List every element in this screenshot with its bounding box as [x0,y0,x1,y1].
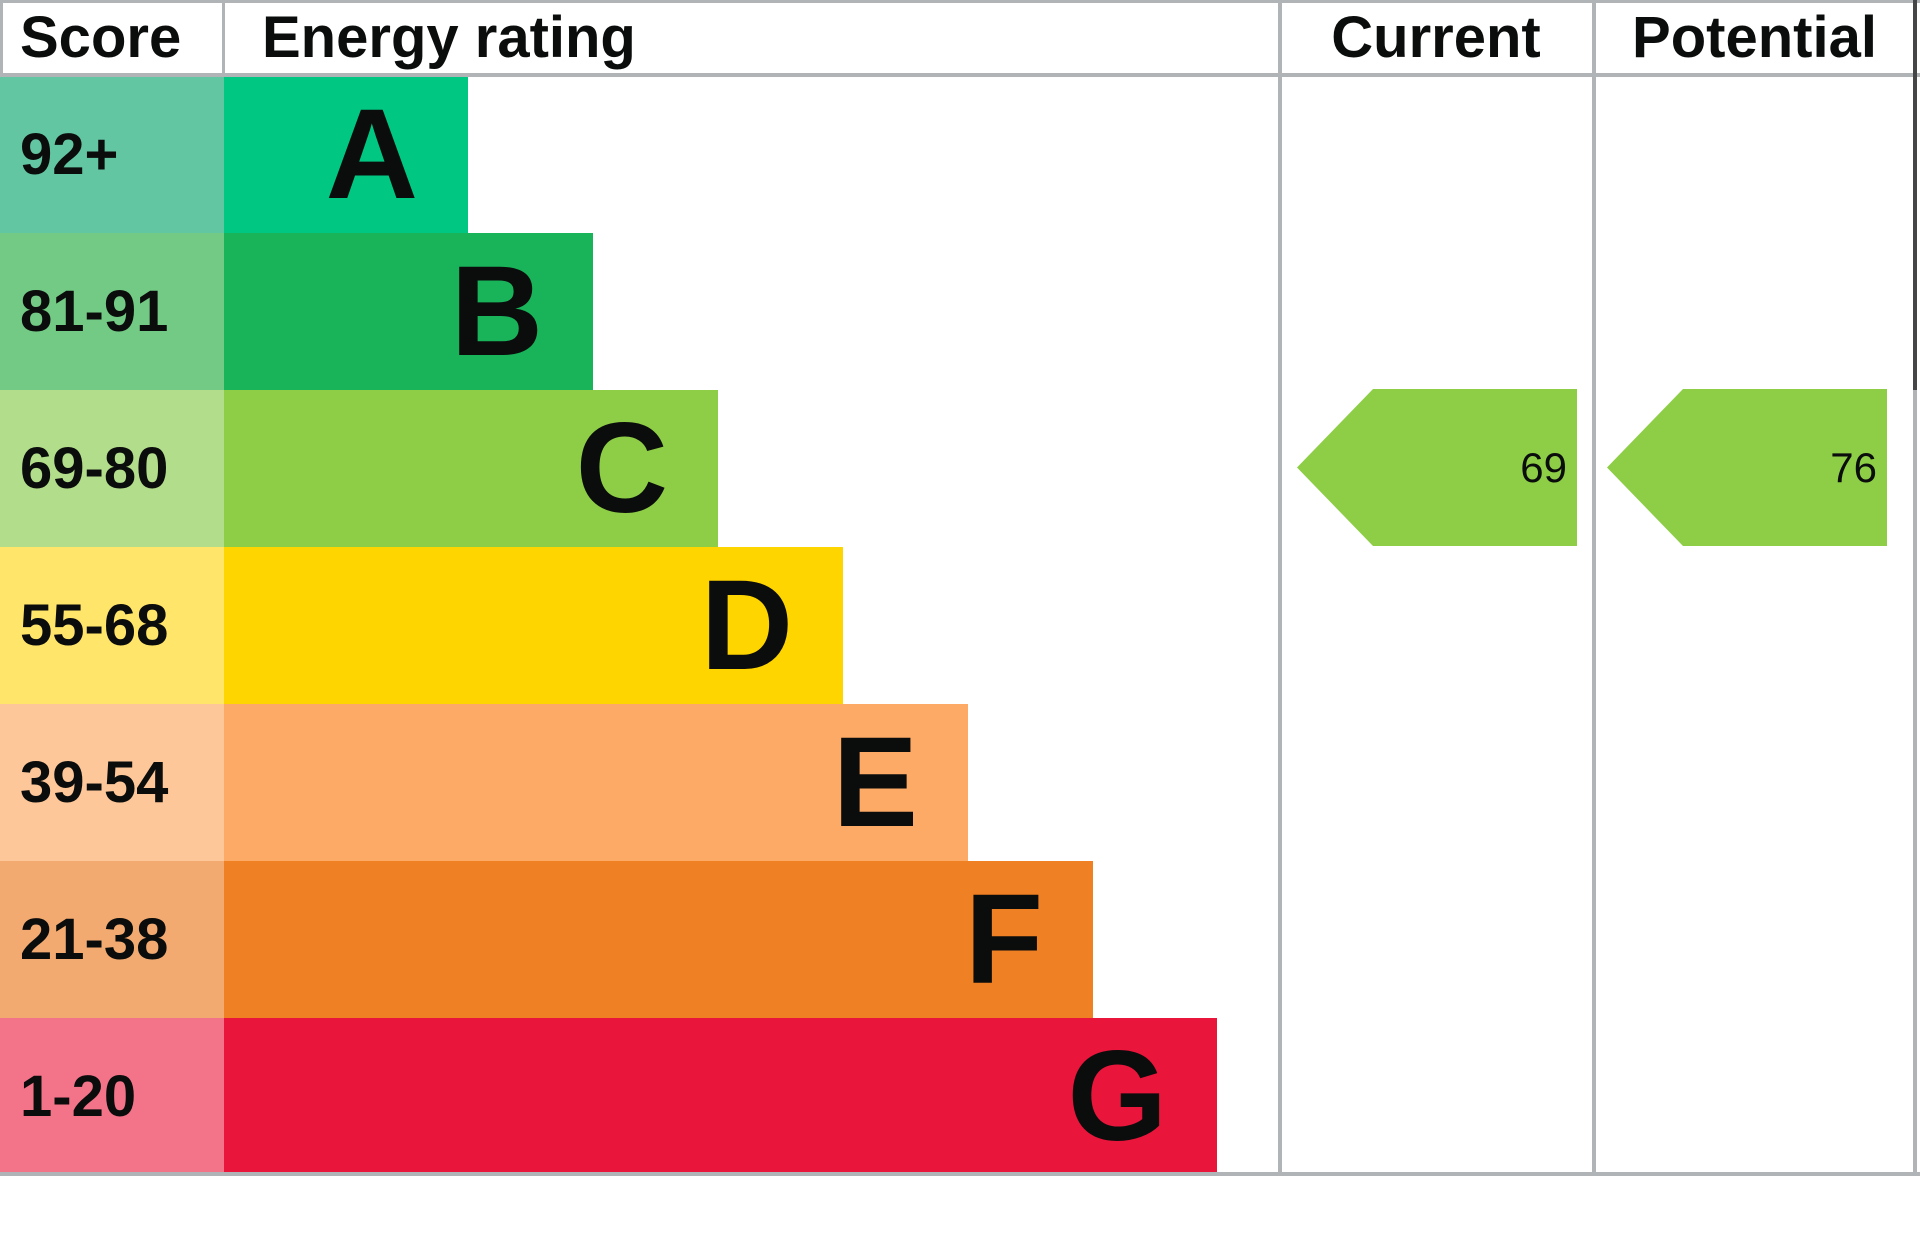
band-letter-e: E [832,711,918,854]
rating-bar-g: G [224,1018,1217,1175]
rating-bar-d: D [224,547,843,704]
score-cell-e: 39-54 [0,704,224,861]
table-bottom-border [0,1172,1920,1176]
band-letter-f: F [964,868,1043,1011]
score-range-label-g: 1-20 [20,1063,137,1129]
score-cell-g: 1-20 [0,1018,224,1175]
score-cell-b: 81-91 [0,233,224,390]
header-score-label: Score [20,5,182,70]
score-range-label-c: 69-80 [20,435,169,501]
band-row-b: 81-91 B [0,233,1920,390]
rating-bar-b: B [224,233,593,390]
header-score: Score [0,0,224,76]
header-current: Current [1279,0,1593,76]
rating-bar-a: A [224,76,468,233]
band-row-d: 55-68 D [0,547,1920,704]
potential-rating-value: 76 [1830,444,1877,491]
score-cell-c: 69-80 [0,390,224,547]
band-letter-g: G [1067,1025,1167,1168]
header-potential: Potential [1593,0,1916,76]
potential-column-divider [1592,0,1596,1175]
left-pointer-icon [1297,389,1577,546]
header-energy-rating: Energy rating [224,0,1279,76]
rating-bar-e: E [224,704,968,861]
band-letter-d: D [700,554,793,697]
left-pointer-icon [1607,389,1887,546]
score-range-label-a: 92+ [20,121,119,187]
band-row-g: 1-20 G [0,1018,1920,1175]
header-current-label: Current [1331,5,1541,70]
score-range-label-f: 21-38 [20,906,169,972]
table-right-border-dark [1913,0,1917,390]
header-energy-rating-label: Energy rating [262,5,636,70]
band-row-e: 39-54 E [0,704,1920,861]
score-range-label-d: 55-68 [20,592,169,658]
score-cell-a: 92+ [0,76,224,233]
band-row-a: 92+ A [0,76,1920,233]
band-letter-b: B [450,240,543,383]
table-top-border [0,0,1920,3]
score-cell-d: 55-68 [0,547,224,704]
header-left-border [0,0,3,76]
score-range-label-b: 81-91 [20,278,169,344]
band-letter-c: C [575,397,668,540]
potential-rating-arrow: 76 [1607,389,1887,546]
band-letter-a: A [325,83,418,226]
band-row-f: 21-38 F [0,861,1920,1018]
rating-bar-f: F [224,861,1093,1018]
band-row-c: 69-80 C [0,390,1920,547]
current-rating-arrow: 69 [1297,389,1577,546]
potential-arrow-shape [1607,389,1887,546]
band-rows: 92+ A 81-91 B 69-80 C 55-68 [0,76,1920,1175]
current-rating-value: 69 [1520,444,1567,491]
score-range-label-e: 39-54 [20,749,169,815]
current-arrow-shape [1297,389,1577,546]
header-potential-label: Potential [1632,5,1877,70]
score-column-divider [222,0,225,76]
header-bottom-border [0,73,1920,77]
score-cell-f: 21-38 [0,861,224,1018]
current-column-divider [1278,0,1282,1175]
table-right-border [1913,390,1917,1175]
rating-bar-c: C [224,390,718,547]
